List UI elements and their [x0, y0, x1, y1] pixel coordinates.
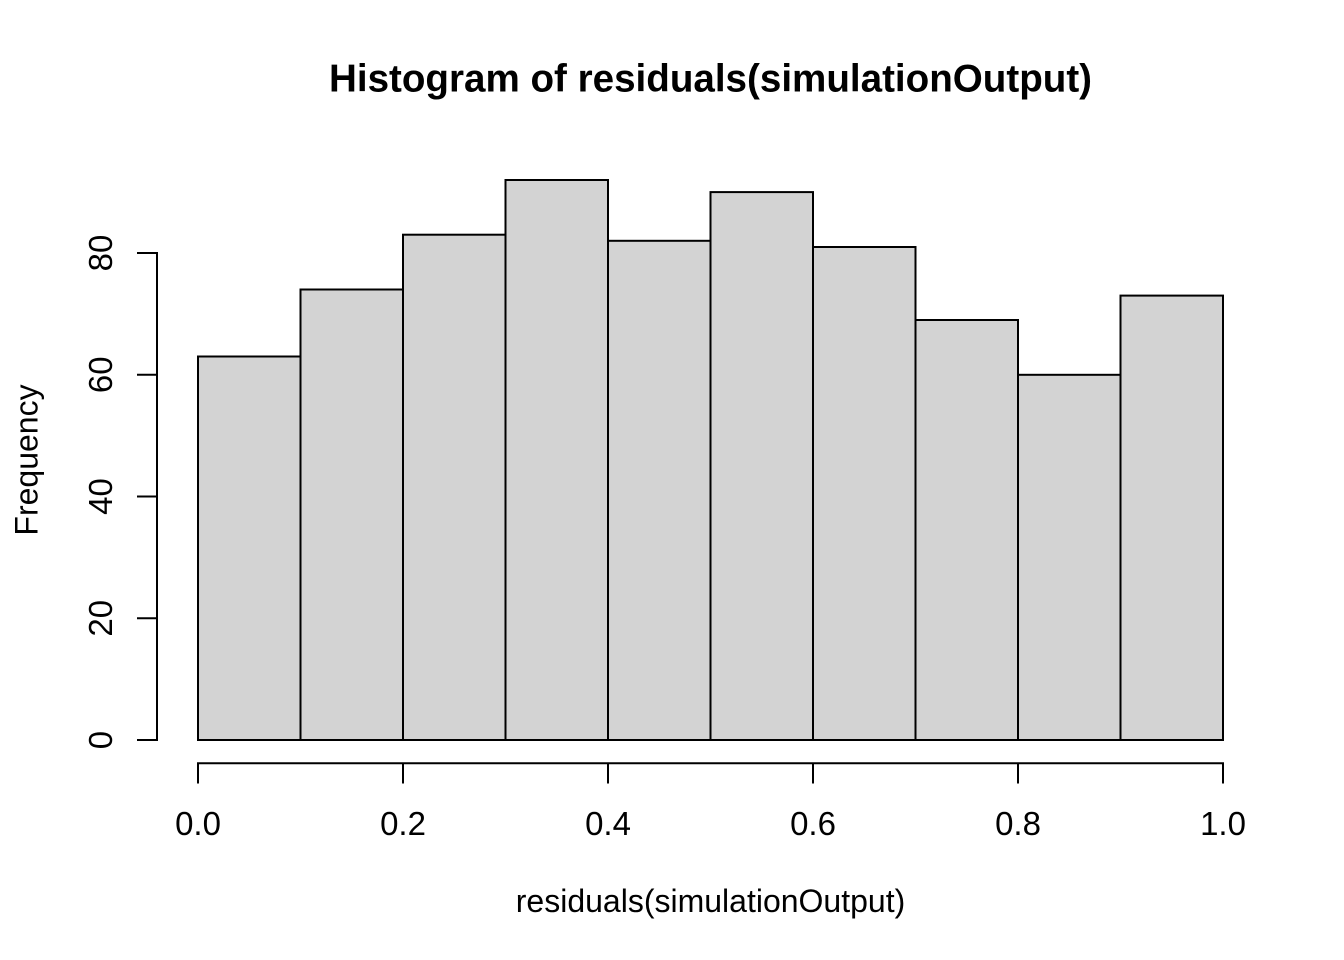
svg-text:residuals(simulationOutput): residuals(simulationOutput) [516, 883, 906, 919]
svg-text:Frequency: Frequency [9, 384, 45, 535]
svg-text:1.0: 1.0 [1200, 805, 1246, 842]
svg-text:0.4: 0.4 [585, 805, 631, 842]
svg-text:0.0: 0.0 [175, 805, 221, 842]
svg-text:40: 40 [82, 478, 119, 515]
svg-text:0.6: 0.6 [790, 805, 836, 842]
svg-text:0: 0 [82, 731, 119, 749]
svg-text:80: 80 [82, 235, 119, 272]
svg-text:0.2: 0.2 [380, 805, 426, 842]
svg-text:60: 60 [82, 356, 119, 393]
svg-text:Histogram of residuals(simulat: Histogram of residuals(simulationOutput) [329, 58, 1092, 101]
svg-text:20: 20 [82, 600, 119, 637]
svg-text:0.8: 0.8 [995, 805, 1041, 842]
